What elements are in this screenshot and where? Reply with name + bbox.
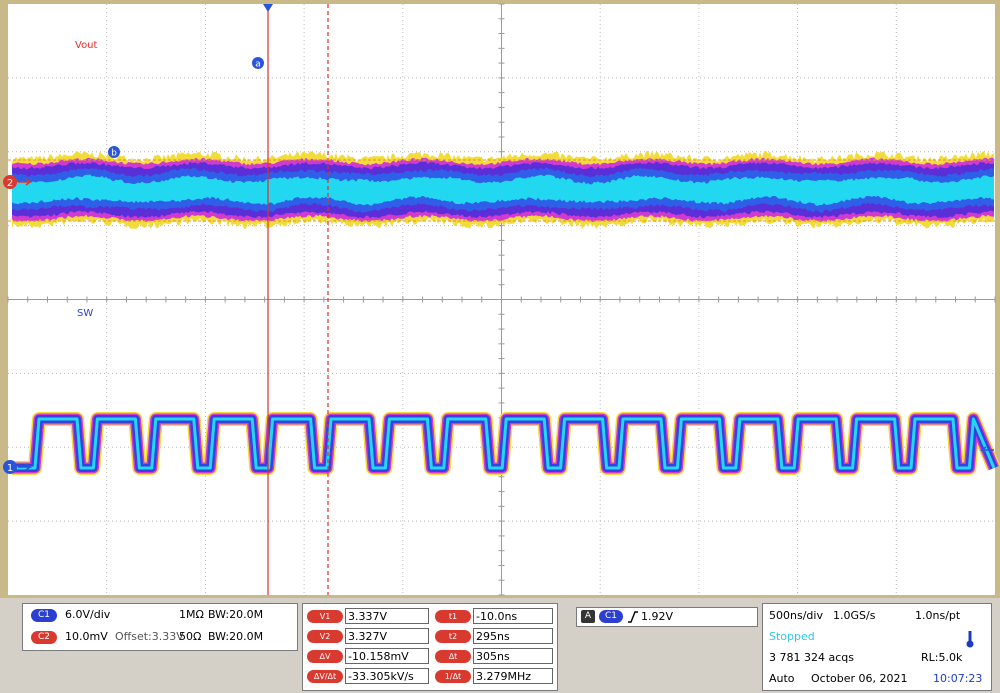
meas-value: 295ns (473, 628, 553, 644)
cursor-marker (108, 146, 120, 158)
trigger-mode-text: Auto (769, 672, 795, 685)
meas-label: ΔV (307, 650, 343, 663)
meas-label: t1 (435, 610, 471, 623)
measurement-box: V1 3.337V t1 -10.0ns V2 3.327V t2 295ns ΔV -10.15… (302, 603, 558, 691)
channel-badge: C1 (31, 609, 57, 622)
channel-impedance: 50Ω (179, 630, 202, 643)
channel-arrow (18, 463, 33, 471)
acquisition-box: 500ns/div 1.0GS/s 1.0ns/pt Stopped 3 781… (762, 603, 992, 691)
traces (12, 150, 1000, 475)
thermometer-icon (966, 631, 974, 648)
channel-badge: C2 (31, 631, 57, 644)
channel-bandwidth: BW:20.0M (208, 608, 264, 621)
trace-label: SW (77, 308, 93, 319)
channel-marker-label: 1 (7, 463, 13, 474)
sw-trace (12, 417, 996, 470)
trigger-position (263, 4, 273, 12)
meas-value: 3.337V (345, 608, 429, 624)
trigger-level-arrow (979, 446, 994, 454)
meas-label: Δt (435, 650, 471, 663)
resolution: 1.0ns/pt (915, 609, 961, 622)
meas-value: 3.327V (345, 628, 429, 644)
time: 10:07:23 (933, 672, 983, 685)
channel-arrow (18, 178, 33, 186)
trigger-box: A C1 1.92V (576, 607, 758, 627)
trigger-slope-icon (628, 611, 638, 623)
trigger-level: 1.92V (641, 610, 674, 623)
channel-marker-label: 2 (7, 178, 13, 189)
meas-value: -10.0ns (473, 608, 553, 624)
trace-label: Vout (75, 40, 98, 51)
meas-label: ΔV/Δt (307, 670, 343, 683)
meas-value: 3.279MHz (473, 668, 553, 684)
channel-marker (3, 175, 17, 189)
meas-label: t2 (435, 630, 471, 643)
waveform-display: Vout SW a b 2 1 (3, 3, 1000, 596)
meas-value: -33.305kV/s (345, 668, 429, 684)
channel-scale: 10.0mV (65, 630, 108, 643)
timebase: 500ns/div (769, 609, 823, 622)
date: October 06, 2021 (811, 672, 908, 685)
meas-label: V1 (307, 610, 343, 623)
channel-impedance: 1MΩ (179, 608, 204, 621)
graticule (7, 3, 996, 596)
channel-box: C1 6.0V/div 1MΩ BW:20.0M C2 10.0mV Offset:3.33… (22, 603, 298, 651)
channel-scale: 6.0V/div (65, 608, 111, 621)
acq-count: 3 781 324 acqs (769, 651, 854, 664)
trigger-mode: A (581, 610, 595, 623)
trigger-source: C1 (599, 610, 623, 623)
meas-label: V2 (307, 630, 343, 643)
cursor-marker (252, 57, 264, 69)
channel-marker (3, 460, 17, 474)
channel-bandwidth: BW:20.0M (208, 630, 264, 643)
cursor-marker-label: b (111, 149, 117, 159)
vout-trace (12, 174, 994, 206)
info-panel: C1 6.0V/div 1MΩ BW:20.0M C2 10.0mV Offset:3.33… (0, 598, 1000, 693)
meas-label: 1/Δt (435, 670, 471, 683)
record-length: RL:5.0k (921, 651, 963, 664)
meas-value: -10.158mV (345, 648, 429, 664)
acq-state: Stopped (769, 630, 815, 643)
sample-rate: 1.0GS/s (833, 609, 876, 622)
channel-offset: Offset:3.33V (115, 630, 184, 643)
meas-value: 305ns (473, 648, 553, 664)
cursor-marker-label: a (255, 60, 261, 70)
